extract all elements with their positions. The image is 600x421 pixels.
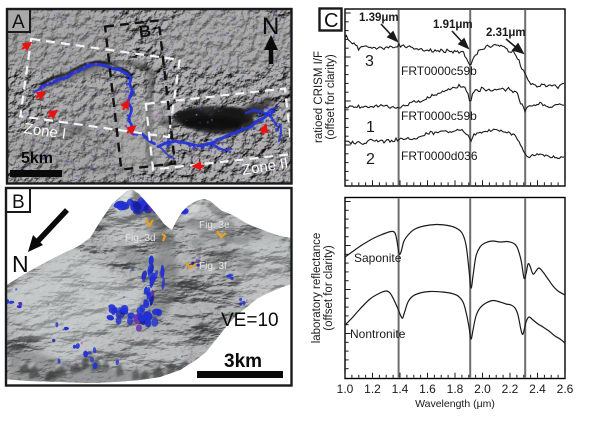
svg-text:B: B [138,21,152,41]
svg-text:2.4: 2.4 [529,382,546,396]
svg-text:C: C [324,10,338,32]
svg-text:(offset for clarity): (offset for clarity) [325,54,337,140]
svg-text:Saponite: Saponite [354,251,402,265]
svg-text:Fig. 3e: Fig. 3e [199,220,230,231]
svg-text:Nontronite: Nontronite [350,327,406,341]
svg-text:3km: 3km [224,351,262,372]
svg-text:1.2: 1.2 [364,382,381,396]
svg-text:Fig. 3f: Fig. 3f [199,261,227,272]
svg-text:2: 2 [366,151,375,168]
svg-text:2.2: 2.2 [502,382,519,396]
svg-text:2.0: 2.0 [474,382,491,396]
svg-text:1.4: 1.4 [392,382,409,396]
svg-text:B: B [12,192,25,213]
svg-text:Wavelength (μm): Wavelength (μm) [415,398,495,410]
svg-text:2.31μm: 2.31μm [486,27,526,39]
svg-text:Zone I: Zone I [23,120,67,143]
svg-text:VE=10: VE=10 [221,310,279,331]
svg-text:A: A [12,12,25,33]
svg-text:1.6: 1.6 [419,382,436,396]
svg-text:N: N [12,251,29,277]
svg-text:3: 3 [365,53,374,70]
svg-text:(offset for clarity): (offset for clarity) [323,245,335,331]
svg-text:1.39μm: 1.39μm [359,12,399,24]
svg-text:FRT0000c59b: FRT0000c59b [401,109,477,123]
svg-text:N: N [262,13,279,40]
svg-text:Fig. 3d: Fig. 3d [125,233,156,244]
svg-text:ratioed CRISM I/F: ratioed CRISM I/F [313,51,325,143]
svg-text:1.91μm: 1.91μm [433,19,473,31]
svg-text:FRT0000c59b: FRT0000c59b [401,64,477,78]
svg-text:1.0: 1.0 [337,382,354,396]
svg-text:5km: 5km [21,150,53,167]
svg-text:2.6: 2.6 [557,382,574,396]
svg-text:laboratory reflectance: laboratory reflectance [311,233,323,344]
svg-text:1: 1 [366,119,375,136]
svg-text:FRT0000d036: FRT0000d036 [401,149,478,163]
svg-text:1.8: 1.8 [447,382,464,396]
